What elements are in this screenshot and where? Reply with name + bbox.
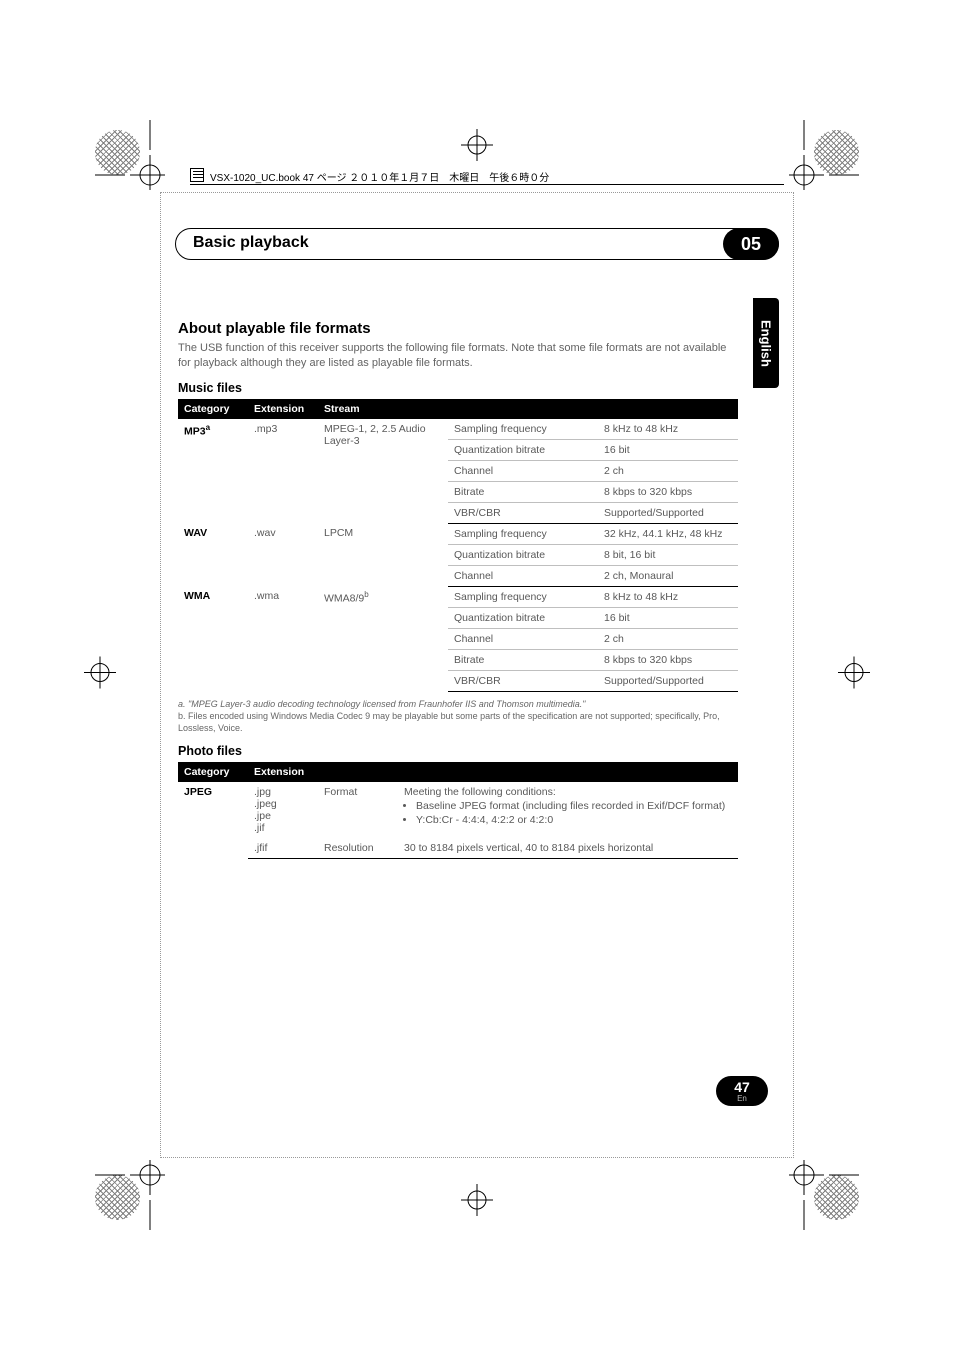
th-category: Category [178, 399, 248, 419]
chapter-header: Basic playback 05 [175, 228, 779, 260]
book-icon [190, 168, 204, 182]
mp3-r1k: Quantization bitrate [448, 439, 598, 460]
mp3-r0v: 8 kHz to 48 kHz [598, 419, 738, 440]
mp3-ext: .mp3 [248, 419, 318, 524]
jpeg-format-label: Format [318, 782, 398, 838]
footnote-a: a. "MPEG Layer-3 audio decoding technolo… [178, 698, 738, 710]
section-heading: About playable file formats [178, 320, 738, 337]
wav-category: WAV [178, 523, 248, 586]
th-stream: Stream [318, 399, 738, 419]
page-number-badge: 47 En [716, 1076, 768, 1106]
wma-r2v: 2 ch [598, 628, 738, 649]
mp3-r1v: 16 bit [598, 439, 738, 460]
wma-r1k: Quantization bitrate [448, 607, 598, 628]
wma-ext: .wma [248, 586, 318, 691]
footnote-b: b. Files encoded using Windows Media Cod… [178, 710, 738, 734]
cond-1: Y:Cb:Cr - 4:4:4, 4:2:2 or 4:2:0 [416, 814, 732, 826]
wav-r0v: 32 kHz, 44.1 kHz, 48 kHz [598, 523, 738, 544]
ph-th-extension: Extension [248, 762, 738, 782]
mp3-r3k: Bitrate [448, 481, 598, 502]
chapter-number: 05 [723, 228, 779, 260]
jpeg-res-desc: 30 to 8184 pixels vertical, 40 to 8184 p… [398, 838, 738, 859]
wma-stream: WMA8/9b [318, 586, 448, 691]
mp3-r3v: 8 kbps to 320 kbps [598, 481, 738, 502]
registration-mark-br [789, 1160, 859, 1230]
wma-category: WMA [178, 586, 248, 691]
wav-stream: LPCM [318, 523, 448, 586]
mp3-category: MP3a [178, 419, 248, 524]
section-lead: The USB function of this receiver suppor… [178, 341, 738, 371]
bookfile-text: VSX-1020_UC.book 47 ページ ２０１０年１月７日 木曜日 午後… [210, 169, 549, 184]
mp3-r2v: 2 ch [598, 460, 738, 481]
registration-mark-bl [95, 1160, 165, 1230]
music-table: Category Extension Stream MP3a .mp3 MPEG… [178, 399, 738, 692]
registration-mark-tr [789, 120, 859, 190]
registration-mark-left [80, 653, 120, 698]
wma-r3v: 8 kbps to 320 kbps [598, 649, 738, 670]
mp3-stream: MPEG-1, 2, 2.5 AudioLayer-3 [318, 419, 448, 524]
wav-r0k: Sampling frequency [448, 523, 598, 544]
wma-r4k: VBR/CBR [448, 670, 598, 691]
wma-r2k: Channel [448, 628, 598, 649]
wav-r1k: Quantization bitrate [448, 544, 598, 565]
wma-r4v: Supported/Supported [598, 670, 738, 691]
mp3-r4k: VBR/CBR [448, 502, 598, 523]
wma-r0k: Sampling frequency [448, 586, 598, 607]
jpeg-res-label: Resolution [318, 838, 398, 859]
wav-r2v: 2 ch, Monaural [598, 565, 738, 586]
jpeg-format-desc: Meeting the following conditions: Baseli… [398, 782, 738, 838]
bookfile-header: VSX-1020_UC.book 47 ページ ２０１０年１月７日 木曜日 午後… [190, 167, 784, 185]
page-number-en: En [737, 1095, 747, 1103]
page-number: 47 [734, 1080, 750, 1094]
mp3-r2k: Channel [448, 460, 598, 481]
cond-0: Baseline JPEG format (including files re… [416, 800, 732, 812]
registration-mark-tl [95, 120, 165, 190]
jpeg-exts-1: .jpg .jpeg .jpe .jif [248, 782, 318, 838]
registration-mark-right [834, 653, 874, 698]
jpeg-category: JPEG [178, 782, 248, 859]
photo-table: Category Extension JPEG .jpg .jpeg .jpe … [178, 762, 738, 859]
page: VSX-1020_UC.book 47 ページ ２０１０年１月７日 木曜日 午後… [0, 0, 954, 1350]
wma-r0v: 8 kHz to 48 kHz [598, 586, 738, 607]
wav-r2k: Channel [448, 565, 598, 586]
wav-ext: .wav [248, 523, 318, 586]
mp3-r4v: Supported/Supported [598, 502, 738, 523]
content: About playable file formats The USB func… [178, 320, 738, 859]
music-footnotes: a. "MPEG Layer-3 audio decoding technolo… [178, 698, 738, 734]
registration-mark-bottom [457, 1180, 497, 1225]
jpeg-exts-2: .jfif [248, 838, 318, 859]
th-extension: Extension [248, 399, 318, 419]
mp3-r0k: Sampling frequency [448, 419, 598, 440]
ph-th-category: Category [178, 762, 248, 782]
photo-heading: Photo files [178, 744, 738, 758]
music-heading: Music files [178, 381, 738, 395]
registration-mark-top [457, 125, 497, 170]
chapter-title: Basic playback [193, 234, 309, 252]
language-tab: English [753, 298, 779, 388]
wma-r3k: Bitrate [448, 649, 598, 670]
wma-r1v: 16 bit [598, 607, 738, 628]
wav-r1v: 8 bit, 16 bit [598, 544, 738, 565]
